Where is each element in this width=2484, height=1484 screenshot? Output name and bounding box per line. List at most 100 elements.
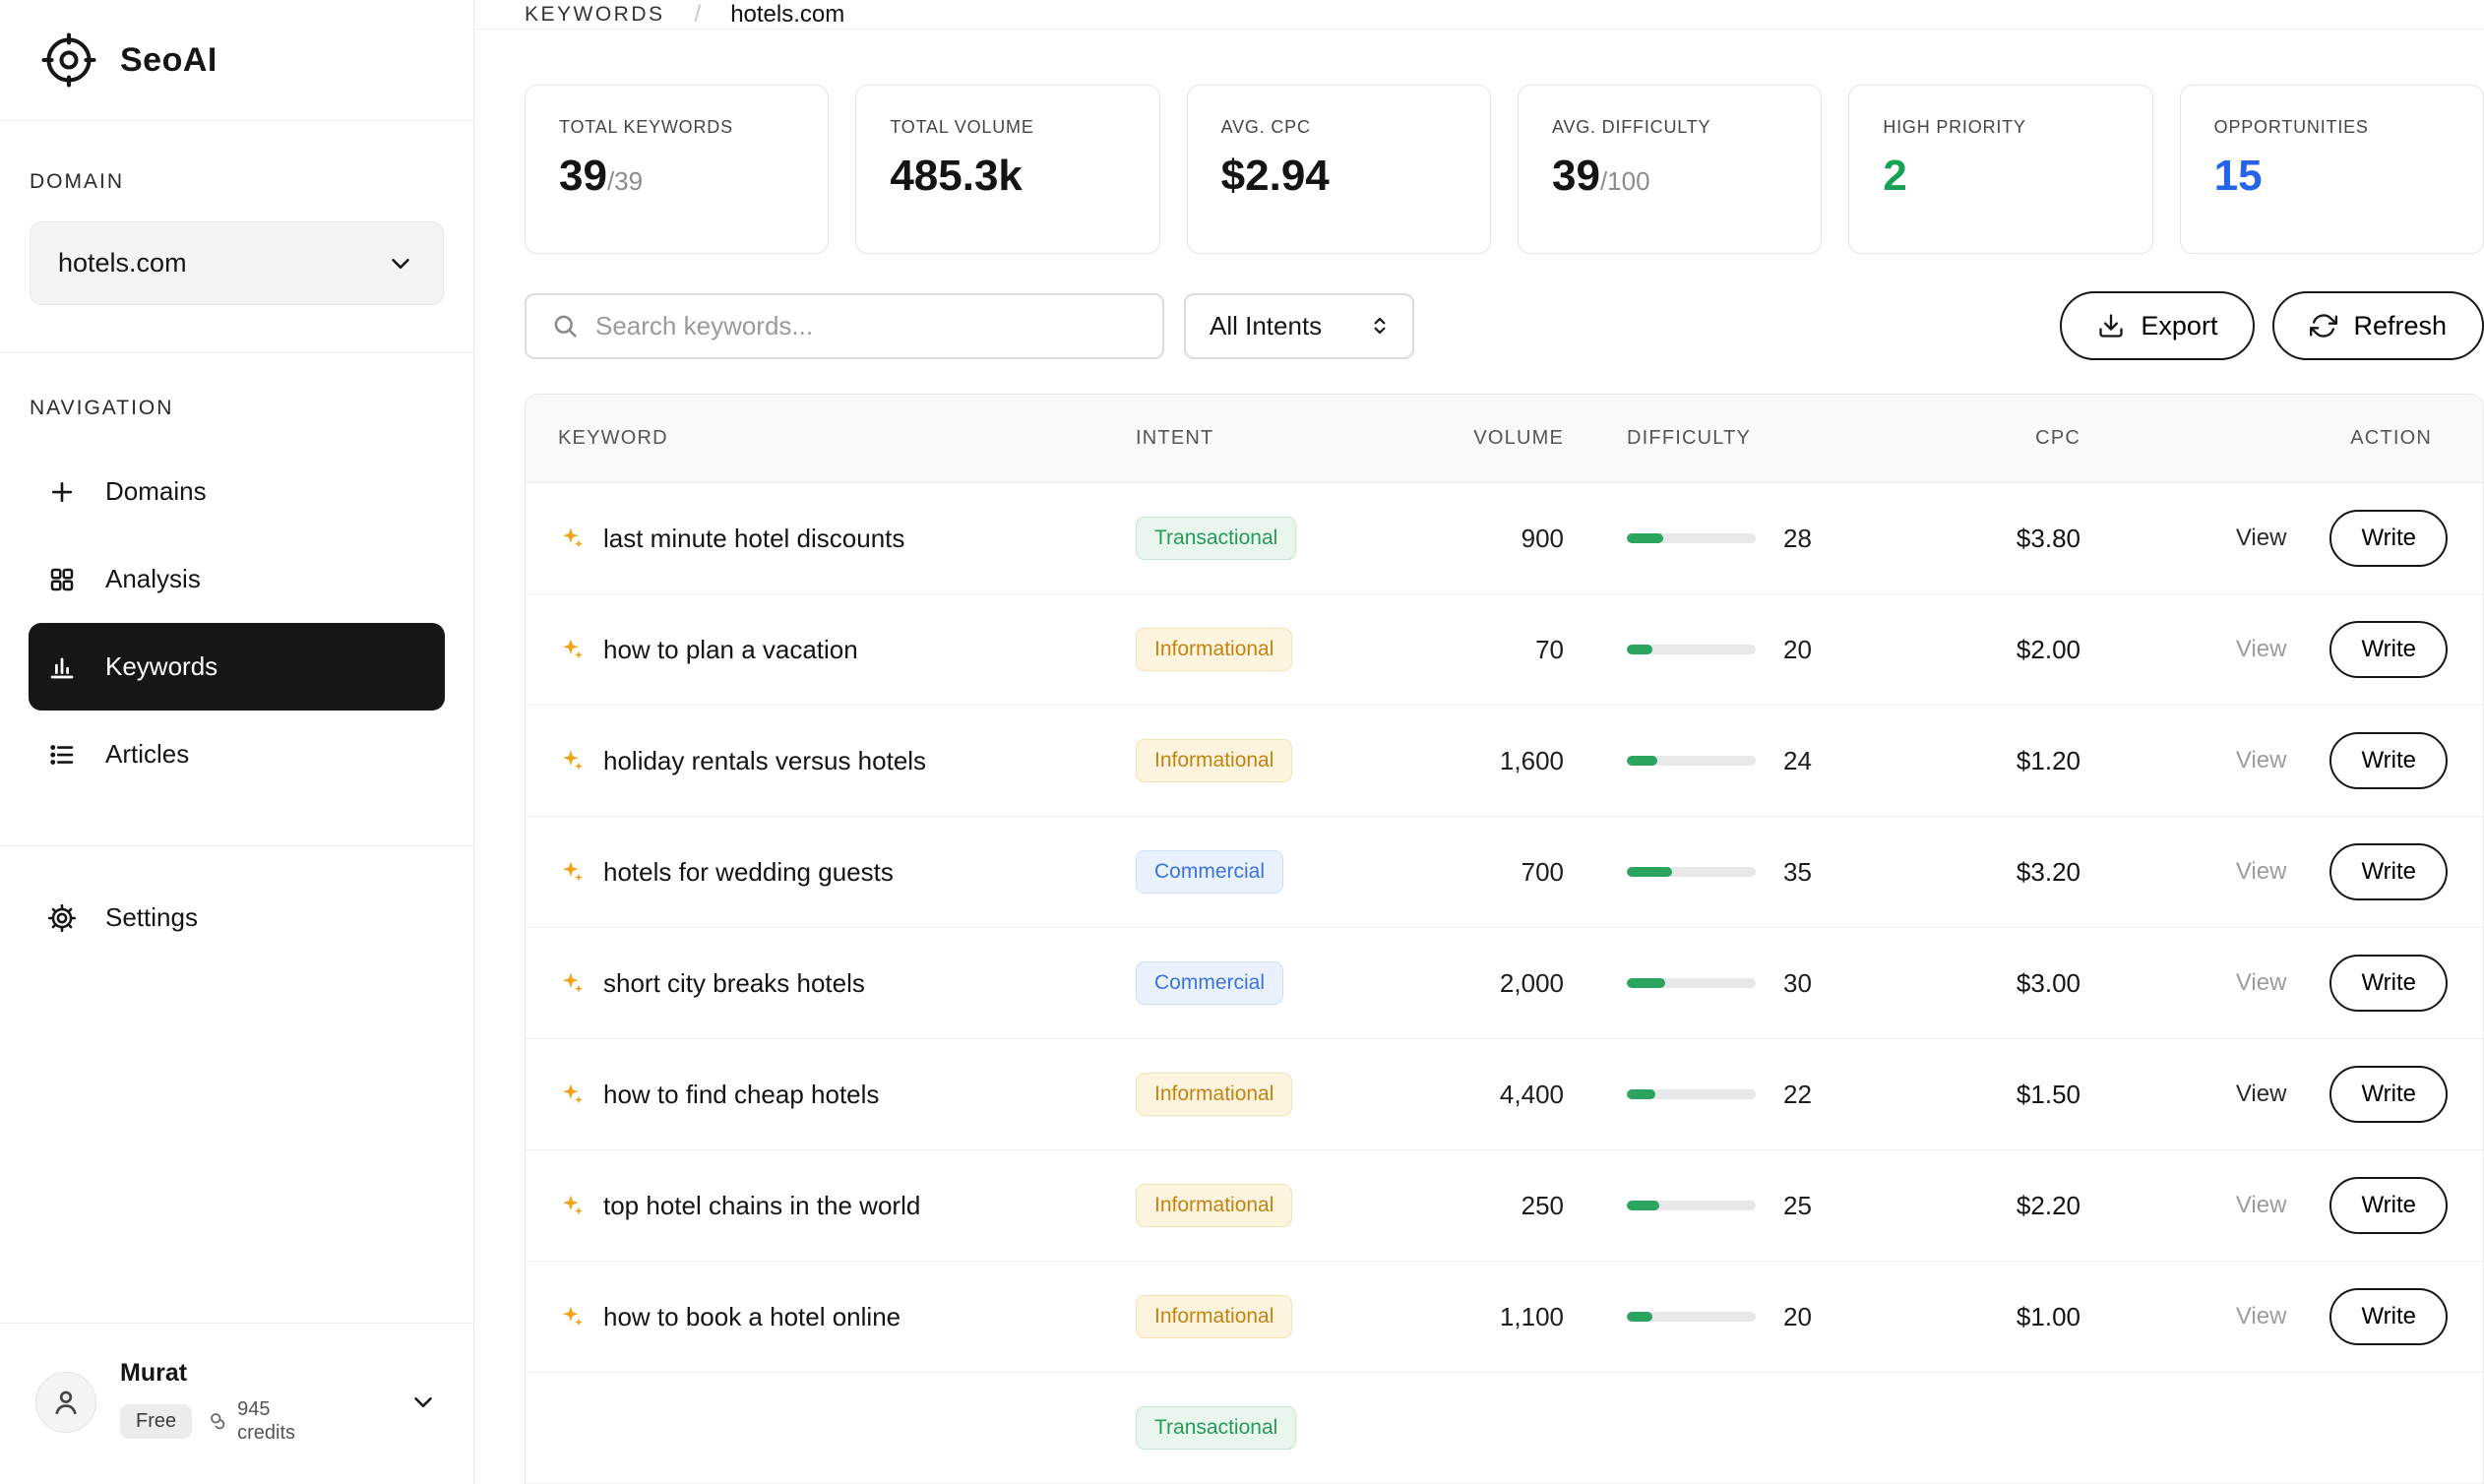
view-link[interactable]: View bbox=[2235, 969, 2287, 996]
volume-value: 1,100 bbox=[1499, 1301, 1564, 1331]
view-link[interactable]: View bbox=[2235, 636, 2287, 662]
credits: 945 credits bbox=[208, 1397, 332, 1445]
download-icon bbox=[2097, 312, 2125, 340]
difficulty-value: 22 bbox=[1783, 1079, 1812, 1109]
sidebar: SeoAI DOMAIN hotels.com NAVIGATION Domai… bbox=[0, 0, 474, 1484]
stat-card-high-priority: HIGH PRIORITY 2 bbox=[1848, 85, 2153, 254]
keyword-text: how to plan a vacation bbox=[603, 634, 858, 664]
domain-select[interactable]: hotels.com bbox=[30, 221, 444, 305]
gear-icon bbox=[46, 902, 78, 934]
intent-badge: Commercial bbox=[1136, 850, 1284, 894]
stat-card-avg-cpc: AVG. CPC $2.94 bbox=[1186, 85, 1491, 254]
view-link[interactable]: View bbox=[2235, 1081, 2287, 1107]
stat-label: OPPORTUNITIES bbox=[2213, 117, 2369, 137]
write-button[interactable]: Write bbox=[2329, 1177, 2448, 1234]
write-button[interactable]: Write bbox=[2329, 955, 2448, 1012]
column-header-cpc: CPC bbox=[2035, 427, 2080, 449]
volume-value: 250 bbox=[1521, 1190, 1564, 1220]
volume-value: 2,000 bbox=[1499, 967, 1564, 998]
table-row: last minute hotel discounts Transactiona… bbox=[526, 483, 2483, 594]
sidebar-item-settings[interactable]: Settings bbox=[29, 874, 445, 961]
difficulty-value: 24 bbox=[1783, 745, 1812, 775]
target-logo-icon bbox=[39, 31, 98, 90]
stats-row: TOTAL KEYWORDS 39/39 TOTAL VOLUME 485.3k… bbox=[525, 85, 2484, 254]
intent-badge: Informational bbox=[1136, 1295, 1293, 1338]
intent-badge: Transactional bbox=[1136, 517, 1297, 560]
user-block[interactable]: Murat Free 945 credits bbox=[0, 1323, 473, 1484]
cpc-value: $3.20 bbox=[2016, 856, 2080, 887]
chevron-down-icon[interactable] bbox=[408, 1388, 438, 1417]
write-button[interactable]: Write bbox=[2329, 843, 2448, 900]
table-row: Transactional bbox=[526, 1373, 2483, 1484]
volume-value: 700 bbox=[1521, 856, 1564, 887]
difficulty-value: 20 bbox=[1783, 634, 1812, 664]
keyword-text: hotels for wedding guests bbox=[603, 856, 894, 887]
difficulty-bar bbox=[1627, 867, 1756, 877]
table-row: short city breaks hotels Commercial 2,00… bbox=[526, 928, 2483, 1039]
difficulty-value: 25 bbox=[1783, 1190, 1812, 1220]
write-button[interactable]: Write bbox=[2329, 732, 2448, 789]
domain-select-value: hotels.com bbox=[58, 248, 187, 278]
export-button[interactable]: Export bbox=[2060, 291, 2256, 360]
sidebar-item-label: Keywords bbox=[105, 651, 218, 681]
column-header-intent: INTENT bbox=[1136, 427, 1214, 449]
write-button[interactable]: Write bbox=[2329, 1066, 2448, 1123]
write-button[interactable]: Write bbox=[2329, 510, 2448, 567]
stat-value: 39/100 bbox=[1551, 152, 1650, 200]
breadcrumb-section[interactable]: KEYWORDS bbox=[525, 2, 665, 26]
stat-card-total-volume: TOTAL VOLUME 485.3k bbox=[855, 85, 1160, 254]
table-header-row: KEYWORD INTENT VOLUME DIFFICULTY CPC ACT… bbox=[526, 395, 2483, 483]
view-link[interactable]: View bbox=[2235, 1303, 2287, 1329]
chevron-down-icon bbox=[386, 249, 415, 278]
stat-label: AVG. DIFFICULTY bbox=[1551, 117, 1711, 137]
difficulty-value: 20 bbox=[1783, 1301, 1812, 1331]
column-header-keyword: KEYWORD bbox=[558, 427, 668, 449]
stat-card-opportunities: OPPORTUNITIES 15 bbox=[2179, 85, 2484, 254]
cpc-value: $1.50 bbox=[2016, 1079, 2080, 1109]
controls-row: All Intents Export Refresh bbox=[525, 291, 2484, 360]
cpc-value: $3.00 bbox=[2016, 967, 2080, 998]
write-button[interactable]: Write bbox=[2329, 621, 2448, 678]
sidebar-item-domains[interactable]: Domains bbox=[29, 448, 445, 535]
export-button-label: Export bbox=[2141, 310, 2218, 340]
sidebar-item-keywords[interactable]: Keywords bbox=[29, 623, 445, 711]
column-header-volume: VOLUME bbox=[1473, 427, 1564, 449]
table-body: last minute hotel discounts Transactiona… bbox=[526, 483, 2483, 1484]
sidebar-item-analysis[interactable]: Analysis bbox=[29, 535, 445, 623]
view-link[interactable]: View bbox=[2235, 525, 2287, 551]
keyword-text: holiday rentals versus hotels bbox=[603, 745, 927, 775]
chevron-up-down-icon bbox=[1367, 313, 1393, 339]
view-link[interactable]: View bbox=[2235, 858, 2287, 885]
intent-badge: Commercial bbox=[1136, 961, 1284, 1005]
stat-value: 39/39 bbox=[559, 152, 644, 200]
stat-label: AVG. CPC bbox=[1220, 117, 1311, 137]
difficulty-bar bbox=[1627, 645, 1756, 654]
difficulty-bar bbox=[1627, 1201, 1756, 1210]
sparkle-icon bbox=[558, 1303, 586, 1330]
intent-filter-select[interactable]: All Intents bbox=[1184, 292, 1414, 359]
difficulty-value: 30 bbox=[1783, 967, 1812, 998]
divider bbox=[0, 352, 473, 353]
coins-icon bbox=[208, 1410, 229, 1432]
stat-label: TOTAL VOLUME bbox=[890, 117, 1034, 137]
list-icon bbox=[46, 739, 78, 771]
view-link[interactable]: View bbox=[2235, 747, 2287, 773]
keyword-text: short city breaks hotels bbox=[603, 967, 865, 998]
sparkle-icon bbox=[558, 1081, 586, 1108]
refresh-icon bbox=[2310, 312, 2338, 340]
cpc-value: $1.20 bbox=[2016, 745, 2080, 775]
search-input[interactable] bbox=[595, 310, 1139, 341]
table-row: how to book a hotel online Informational… bbox=[526, 1262, 2483, 1373]
divider bbox=[0, 845, 473, 846]
keywords-table: KEYWORD INTENT VOLUME DIFFICULTY CPC ACT… bbox=[525, 394, 2484, 1484]
write-button[interactable]: Write bbox=[2329, 1288, 2448, 1345]
intent-badge: Transactional bbox=[1136, 1406, 1297, 1450]
keyword-text: top hotel chains in the world bbox=[603, 1190, 921, 1220]
keyword-text: how to book a hotel online bbox=[603, 1301, 901, 1331]
stat-value: 485.3k bbox=[890, 152, 1023, 200]
view-link[interactable]: View bbox=[2235, 1192, 2287, 1218]
table-row: how to plan a vacation Informational 70 … bbox=[526, 594, 2483, 706]
sidebar-item-articles[interactable]: Articles bbox=[29, 711, 445, 798]
intent-badge: Informational bbox=[1136, 1073, 1293, 1116]
refresh-button[interactable]: Refresh bbox=[2272, 291, 2484, 360]
